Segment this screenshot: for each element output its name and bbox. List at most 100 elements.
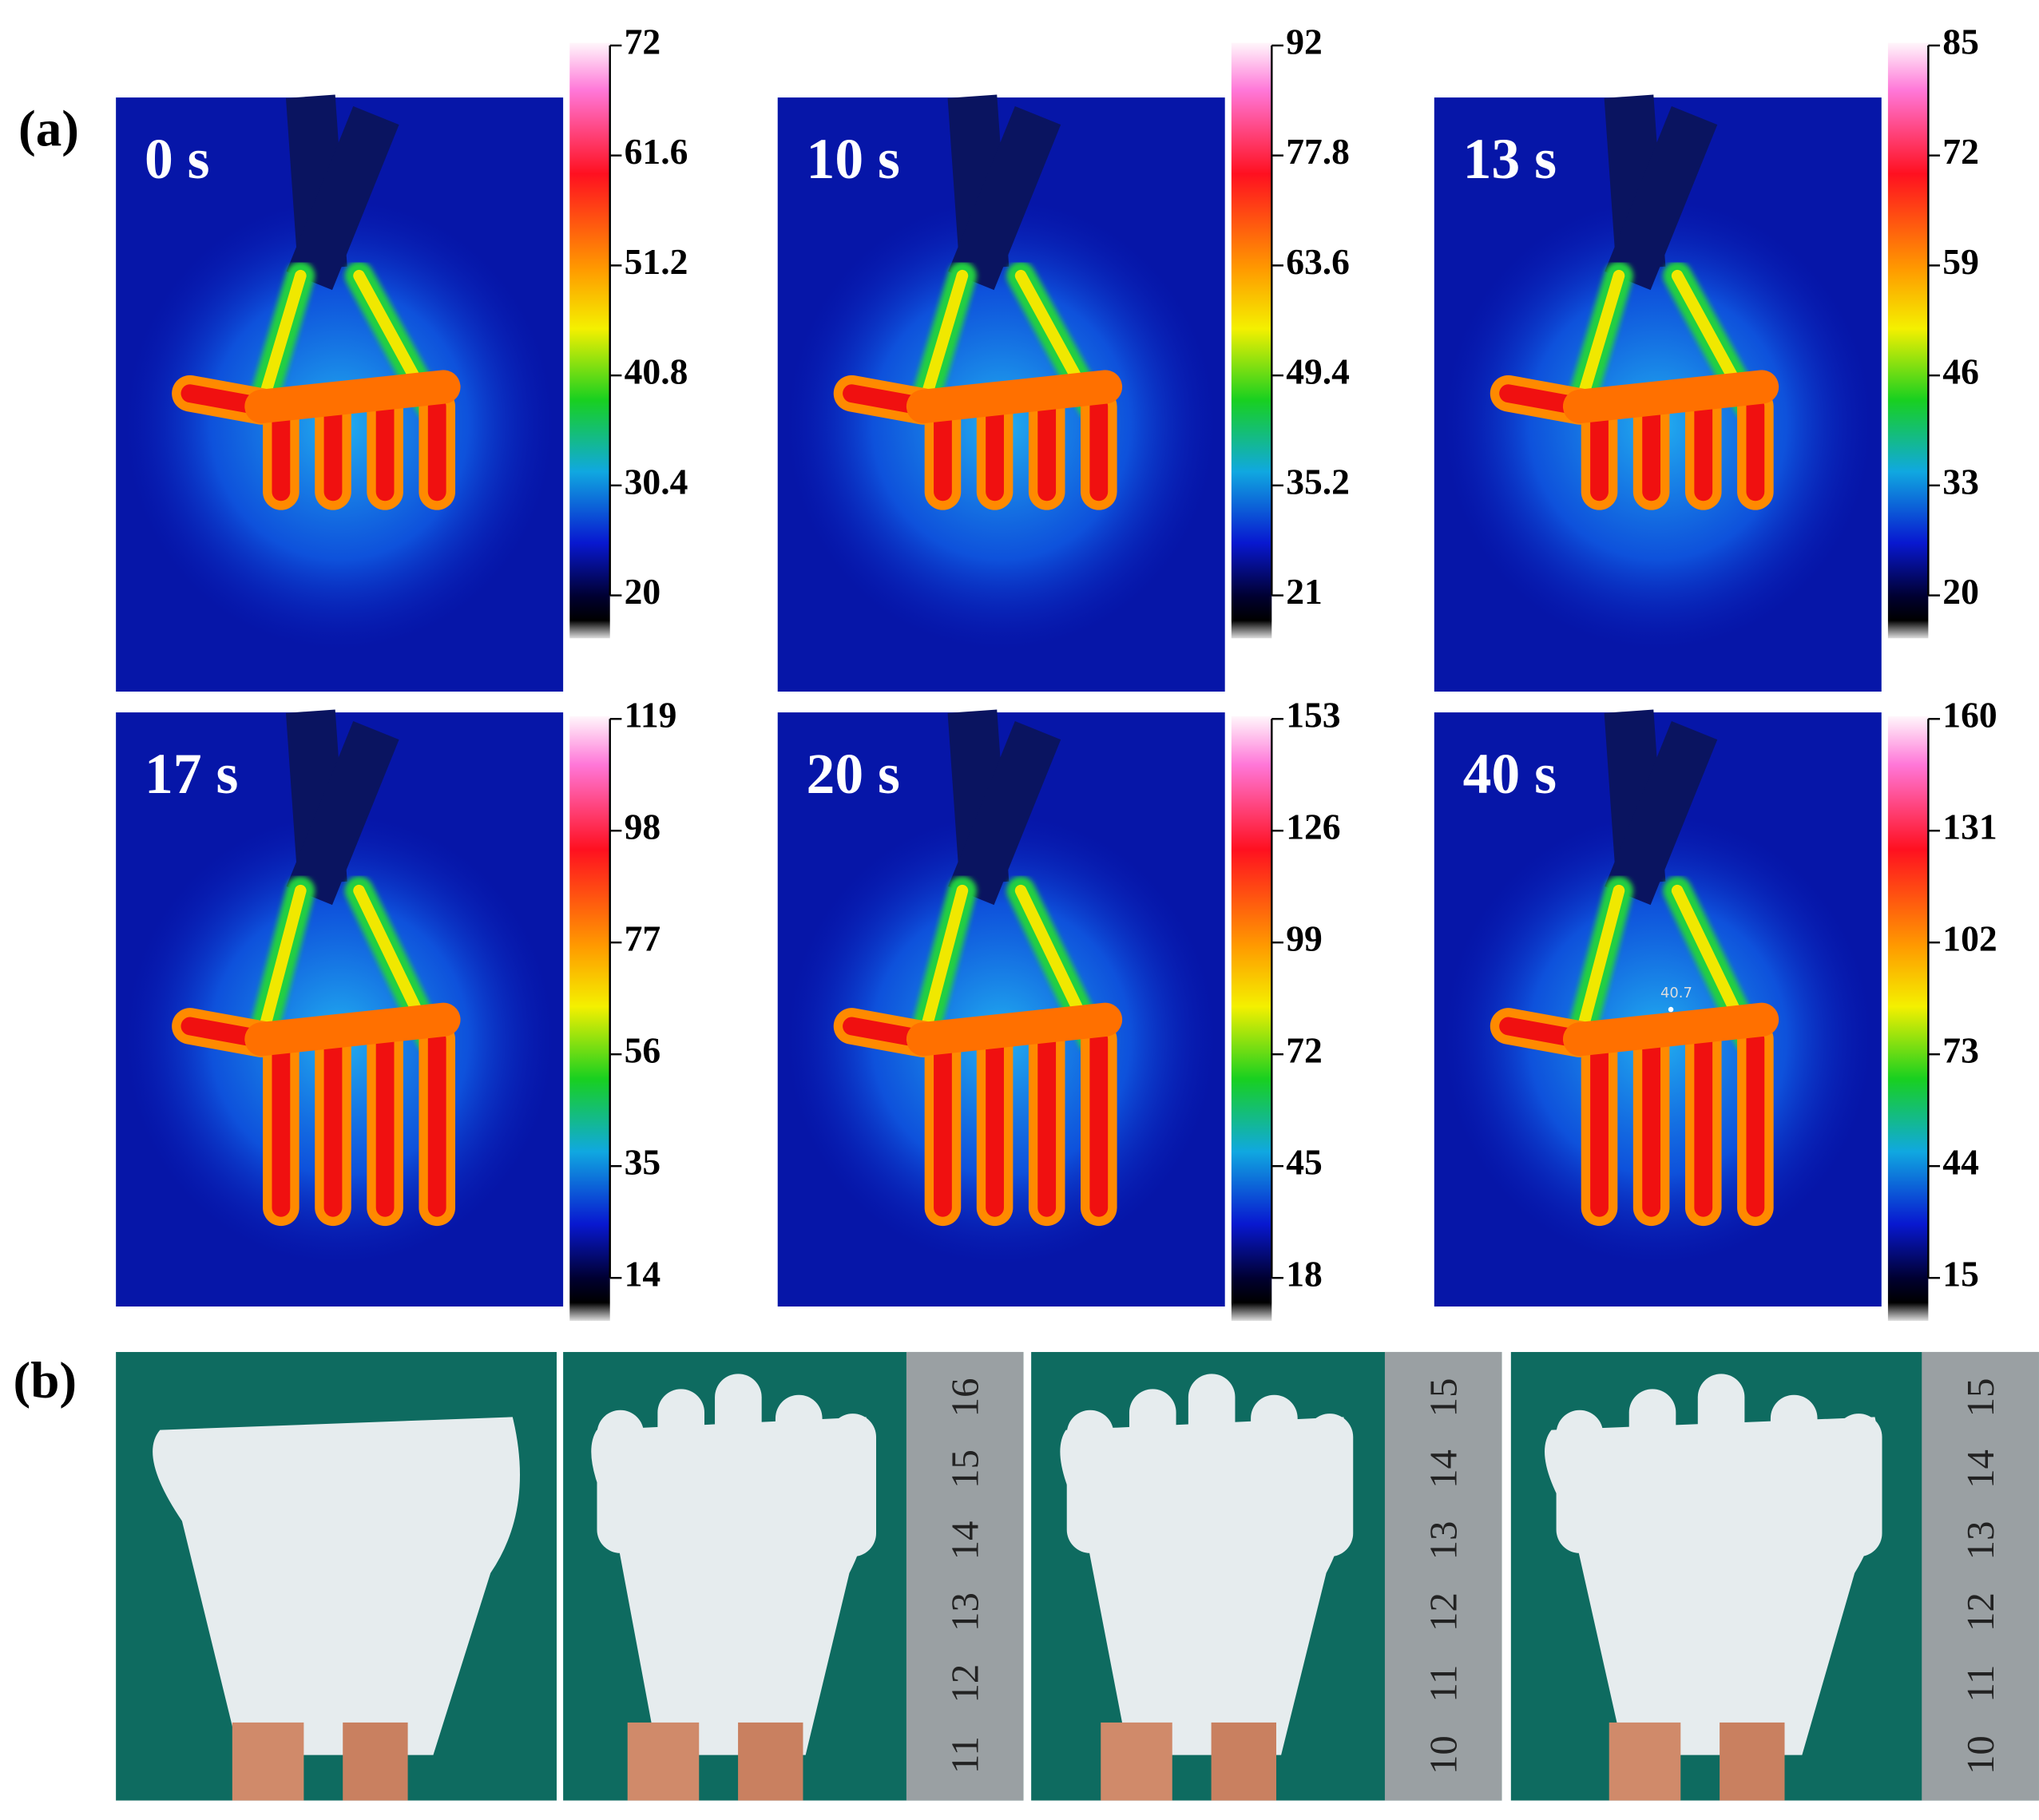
heat-palm xyxy=(1562,1002,1779,1057)
time-label: 0 s xyxy=(145,128,210,191)
photo: 15 14 13 12 11 10 xyxy=(1031,1351,1502,1801)
colorbar xyxy=(1231,42,1272,639)
ruler-label: 15 xyxy=(942,1449,986,1489)
thermal-image: 20 s 153 126 99 72 45 18 xyxy=(777,695,1341,1321)
photo: 16 15 14 13 12 11 xyxy=(563,1351,1024,1801)
colorbar-tick-label: 63.6 xyxy=(1286,241,1350,282)
photo xyxy=(116,1351,557,1801)
colorbar-tick-label: 131 xyxy=(1942,807,1997,847)
ruler-label: 12 xyxy=(942,1664,986,1703)
glove-finger xyxy=(1306,1414,1354,1557)
glove-finger xyxy=(1697,1374,1745,1517)
heat-palm xyxy=(906,1002,1123,1057)
ruler-label: 15 xyxy=(1958,1378,2002,1418)
thermal-image: 0 s 72 61.6 51.2 40.8 30.4 20 xyxy=(116,21,688,692)
colorbar-tick-label: 92 xyxy=(1286,21,1323,61)
heat-palm xyxy=(244,370,461,424)
colorbar-tick-label: 20 xyxy=(1942,571,1979,612)
copper-tape xyxy=(1609,1722,1681,1801)
colorbar-tick-label: 56 xyxy=(625,1030,661,1071)
glove-finger xyxy=(1251,1394,1298,1538)
ruler-label: 11 xyxy=(1421,1665,1465,1703)
ruler-label: 13 xyxy=(942,1592,986,1632)
colorbar-tick-label: 35 xyxy=(625,1142,661,1183)
colorbar-tick-label: 49.4 xyxy=(1286,351,1350,392)
copper-tape xyxy=(232,1722,304,1801)
thermal-image: 10 s 92 77.8 63.6 49.4 35.2 21 xyxy=(777,21,1350,692)
glove-finger xyxy=(1770,1394,1818,1538)
colorbar xyxy=(1887,716,1929,1321)
heat-palm xyxy=(906,370,1123,424)
colorbar-tick-label: 85 xyxy=(1942,21,1979,61)
electrode xyxy=(1605,720,1718,906)
ruler-label: 15 xyxy=(1421,1378,1465,1418)
glove-finger xyxy=(1556,1410,1604,1553)
colorbar xyxy=(1231,716,1272,1321)
ruler-label: 10 xyxy=(1421,1735,1465,1774)
colorbar-tick-label: 160 xyxy=(1942,695,1997,736)
heat-palm xyxy=(244,1002,461,1057)
colorbar-tick-label: 45 xyxy=(1286,1142,1323,1183)
thermal-image: 40 s 40.7 160 131 102 73 44 15 xyxy=(1434,695,1997,1321)
copper-tape xyxy=(1101,1722,1172,1801)
colorbar-tick-label: 21 xyxy=(1286,571,1323,612)
glove-finger xyxy=(597,1410,645,1553)
copper-tape xyxy=(343,1722,408,1801)
colorbar-tick-label: 35.2 xyxy=(1286,461,1350,502)
electrode xyxy=(1605,105,1718,291)
colorbar-tick-label: 20 xyxy=(625,571,661,612)
glove-finger xyxy=(1129,1389,1176,1533)
glove-finger xyxy=(829,1414,877,1557)
time-label: 17 s xyxy=(145,743,238,806)
temperature-annotation: 40.7 xyxy=(1660,985,1692,1001)
time-label: 10 s xyxy=(807,128,900,191)
colorbar-tick-label: 72 xyxy=(1942,131,1979,172)
electrode xyxy=(286,105,399,291)
colorbar-tick-label: 153 xyxy=(1286,695,1340,736)
ruler-label: 14 xyxy=(942,1521,986,1560)
copper-tape xyxy=(1720,1722,1785,1801)
colorbar-tick-label: 99 xyxy=(1286,918,1323,959)
colorbar-tick-label: 77.8 xyxy=(1286,131,1350,172)
colorbar-tick-label: 51.2 xyxy=(625,241,688,282)
ruler xyxy=(906,1351,1024,1801)
measure-point xyxy=(1668,1006,1674,1013)
colorbar-tick-label: 40.8 xyxy=(625,351,688,392)
ruler-label: 10 xyxy=(1958,1735,2002,1774)
colorbar-tick-label: 126 xyxy=(1286,807,1340,847)
colorbar-tick-label: 77 xyxy=(625,918,661,959)
ruler-label: 13 xyxy=(1958,1521,2002,1560)
colorbar-tick-label: 46 xyxy=(1942,351,1979,392)
ruler xyxy=(1922,1351,2039,1801)
ruler-label: 16 xyxy=(942,1378,986,1418)
glove-finger xyxy=(1188,1374,1236,1517)
colorbar xyxy=(1887,42,1929,639)
thermal-image: 17 s 119 98 77 56 35 14 xyxy=(116,695,676,1321)
colorbar xyxy=(569,716,610,1321)
colorbar-tick-label: 33 xyxy=(1942,461,1979,502)
colorbar-tick-label: 30.4 xyxy=(625,461,688,502)
colorbar-tick-label: 98 xyxy=(625,807,661,847)
electrode xyxy=(948,105,1061,291)
glove xyxy=(153,1417,520,1755)
electrode xyxy=(948,720,1061,906)
ruler-label: 14 xyxy=(1958,1449,2002,1489)
glove-finger xyxy=(775,1394,823,1538)
glove-finger xyxy=(1066,1410,1114,1553)
time-label: 13 s xyxy=(1463,128,1557,191)
glove-finger xyxy=(715,1374,762,1517)
time-label: 20 s xyxy=(807,743,900,806)
ruler-label: 14 xyxy=(1421,1449,1465,1489)
ruler-label: 12 xyxy=(1958,1592,2002,1632)
ruler xyxy=(1384,1351,1502,1801)
glove-finger xyxy=(1835,1414,1882,1557)
ruler-label: 13 xyxy=(1421,1521,1465,1560)
colorbar-tick-label: 18 xyxy=(1286,1254,1323,1295)
copper-tape xyxy=(627,1722,700,1801)
panel-label: (a) xyxy=(18,100,79,157)
heat-palm xyxy=(1562,370,1779,424)
panel-label: (b) xyxy=(14,1352,77,1410)
ruler-label: 11 xyxy=(1958,1665,2002,1703)
